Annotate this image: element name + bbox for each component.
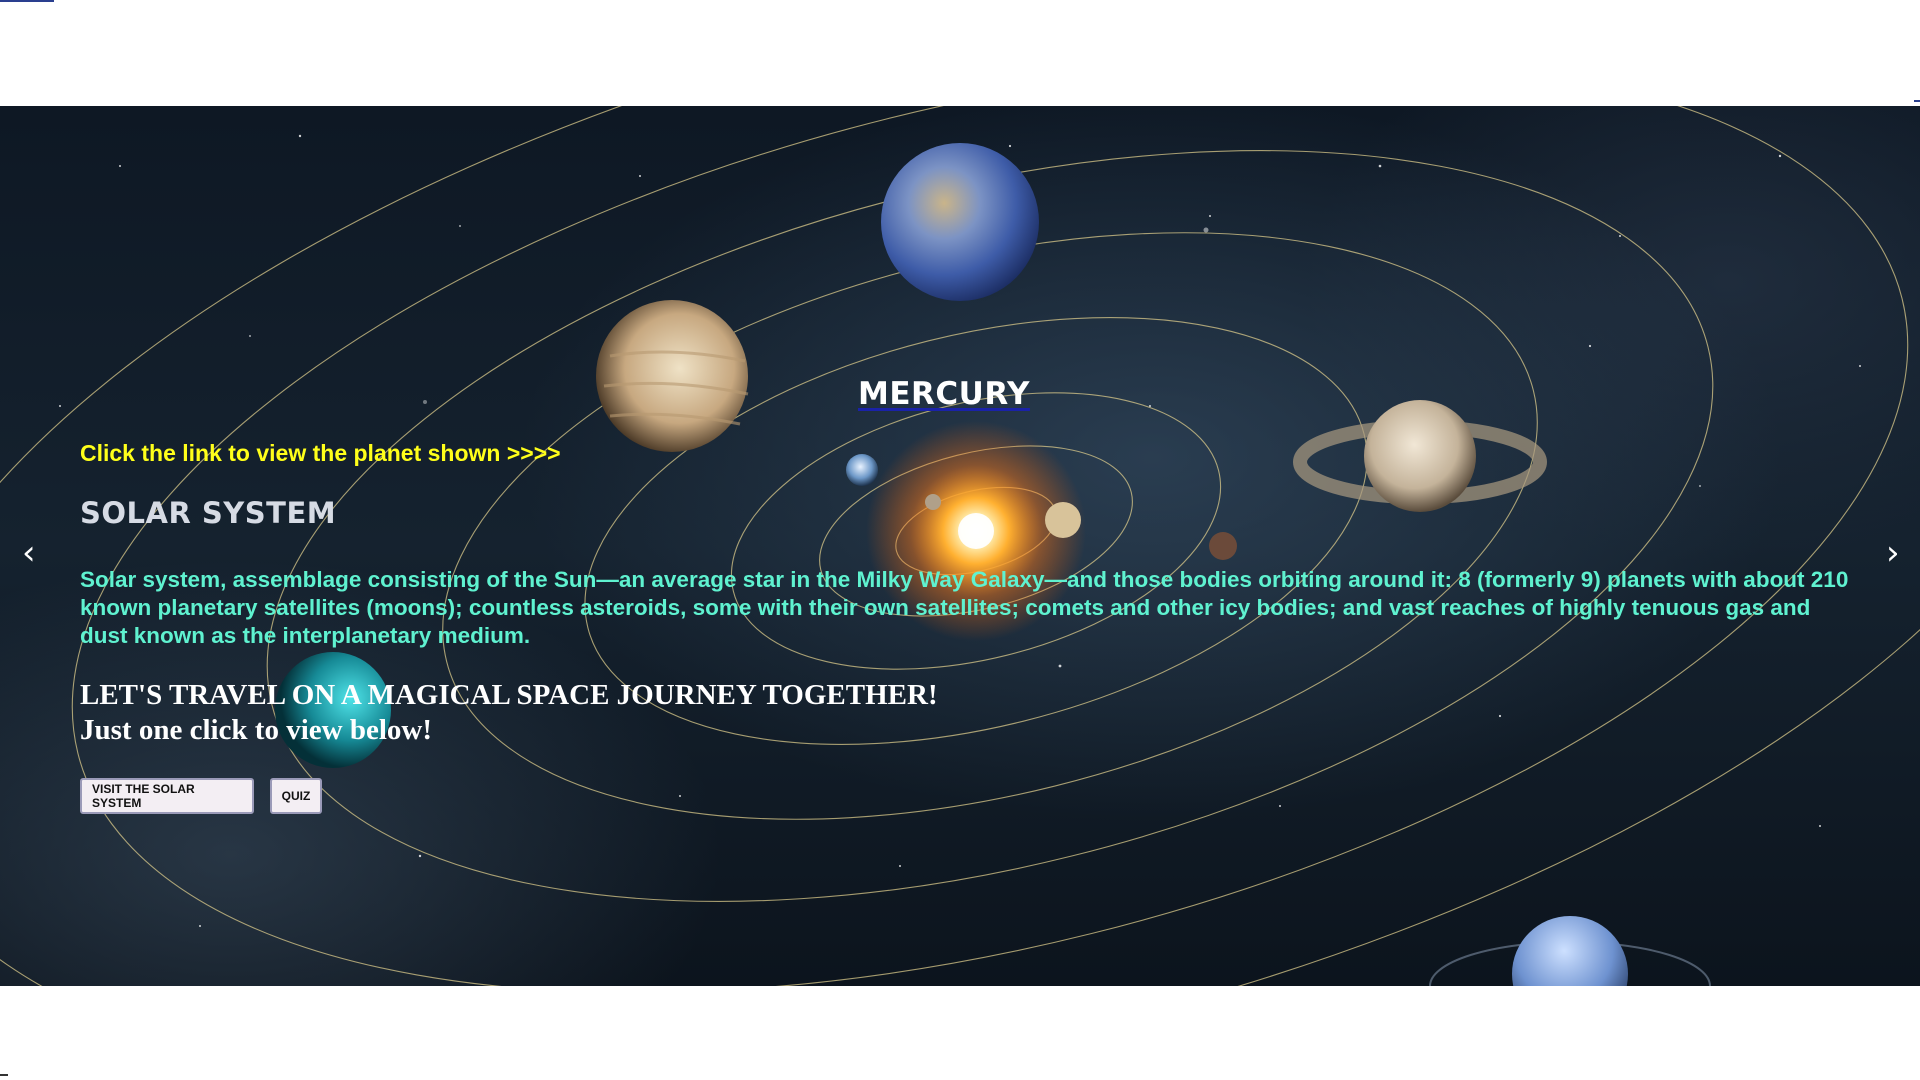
solar-system-description: Solar system, assemblage consisting of t…	[80, 567, 1849, 648]
mercury-link[interactable]: MERCURY	[858, 376, 1030, 412]
earth-planet	[846, 454, 878, 486]
venus-planet	[1045, 502, 1081, 538]
mercury-planet	[881, 143, 1039, 301]
uranus-planet	[275, 652, 391, 768]
visit-solar-system-button[interactable]: VISIT THE SOLAR SYSTEM	[80, 778, 254, 814]
tagline-line-1: LET'S TRAVEL ON A MAGICAL SPACE JOURNEY …	[80, 679, 938, 711]
planet-hint-text: Click the link to view the planet shown …	[80, 440, 561, 466]
saturn-planet	[1364, 400, 1476, 512]
right-accent-line	[1914, 100, 1920, 102]
hero-carousel: MERCURY Click the link to view the plane…	[0, 106, 1920, 986]
tagline: LET'S TRAVEL ON A MAGICAL SPACE JOURNEY …	[80, 678, 938, 748]
jupiter-bands	[603, 350, 749, 426]
bottom-accent-line	[0, 1074, 8, 1076]
small-planet	[925, 494, 941, 510]
tagline-line-2: Just one click to view below!	[80, 714, 432, 746]
quiz-button[interactable]: QUIZ	[270, 778, 322, 814]
chevron-left-icon[interactable]: ‹	[22, 533, 36, 573]
chevron-right-icon[interactable]: ›	[1886, 533, 1900, 573]
solar-system-illustration	[0, 106, 1920, 986]
stars	[59, 134, 1861, 927]
top-accent-line	[0, 0, 54, 2]
jupiter-planet	[596, 300, 748, 452]
neptune-planet	[1512, 916, 1628, 986]
page-title: SOLAR SYSTEM	[80, 496, 337, 530]
mars-planet	[1209, 532, 1237, 560]
sun-core	[958, 513, 994, 549]
